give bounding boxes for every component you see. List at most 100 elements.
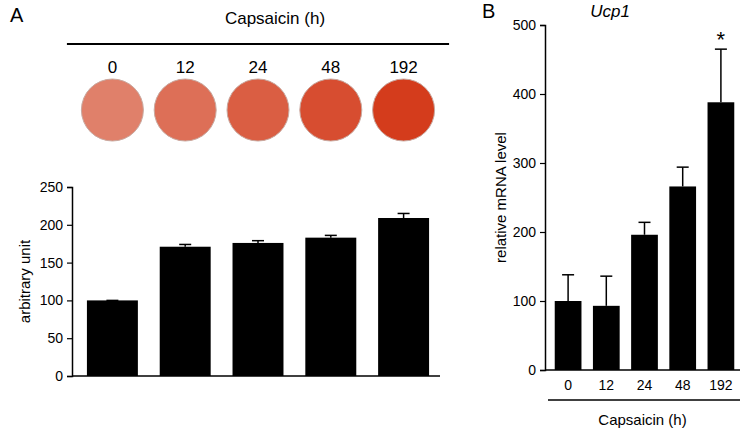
error-bar-cap [325,235,337,237]
x-axis-line [545,369,740,371]
x-tick-label: 192 [709,377,733,393]
y-axis: 0 100 200 300 400 500 [513,17,546,378]
category-label: 192 [389,58,417,77]
y-tick-label: 100 [513,293,537,309]
error-bar-stem [567,275,569,301]
y-tick-mark [67,225,72,226]
y-tick: 0 [528,362,545,378]
y-tick-mark [67,338,72,339]
x-axis-title: Capsaicin (h) [598,411,686,428]
y-tick: 100 [513,293,545,309]
y-tick-label: 0 [55,368,63,384]
y-axis: 0 50 100 150 200 250 [40,179,73,384]
y-tick-mark [67,187,72,188]
y-tick-label: 200 [513,224,537,240]
x-tick-label: 0 [564,377,572,393]
stained-well-image [81,79,143,141]
x-tick-label: 24 [637,377,653,393]
x-label-rule [548,399,740,401]
bar [669,186,696,370]
figure: 0 50 100 150 200 250 A Capsaicin (h) arbitrary u… [0,0,750,438]
x-tick-label: 12 [599,377,615,393]
error-bar-cap [600,275,612,277]
error-bar-cap [677,166,689,168]
y-tick-label: 300 [513,155,537,171]
stained-well-image [373,79,435,141]
stained-well-image [300,79,362,141]
error-bar-cap [252,240,264,242]
y-tick-mark [67,376,72,377]
stained-well-image [154,79,216,141]
error-bar [639,222,651,234]
error-bar [715,49,727,102]
y-tick-label: 200 [40,217,64,233]
bar [555,301,582,370]
y-tick-mark [540,163,545,164]
y-axis-line [67,188,73,377]
y-tick-mark [540,94,545,95]
y-tick: 500 [513,17,545,33]
x-tick: 48 [675,377,691,393]
error-bar [106,300,118,301]
bar [708,102,735,370]
y-tick: 200 [40,217,72,233]
y-tick: 200 [513,224,545,240]
error-bar-stem [644,222,646,234]
annotation: * [717,27,726,52]
panel-label: A [10,4,24,26]
category-label: 0 [108,58,117,77]
error-bar [398,213,410,218]
y-tick-label: 150 [40,255,64,271]
y-tick: 250 [40,179,72,195]
panel-1: 0 100 200 300 400 500 0 12 24 48 192 B Ucp1 relative … [482,0,740,428]
panel-0: 0 50 100 150 200 250 A Capsaicin (h) arbitrary u… [10,4,449,384]
x-tick: 192 [709,377,733,393]
title-rule [67,43,449,45]
error-bar-cap [562,274,574,276]
error-bar [325,235,337,237]
panel-label: B [482,0,495,22]
y-axis-title: arbitrary unit [16,239,33,323]
x-tick: 24 [637,377,653,393]
title: Ucp1 [590,2,630,21]
error-bar-stem [720,49,722,102]
y-tick-label: 50 [47,330,63,346]
y-tick-label: 250 [40,179,64,195]
title: Capsaicin (h) [225,9,325,28]
x-tick-label: 48 [675,377,691,393]
error-bar [562,275,574,301]
y-tick-mark [540,301,545,302]
y-tick-mark [540,25,545,26]
y-tick: 100 [40,292,72,308]
y-tick-label: 500 [513,17,537,33]
error-bar-cap [398,213,410,215]
y-axis-title: relative mRNA level [492,132,509,263]
y-tick-mark [540,370,545,371]
error-bar-cap [179,244,191,246]
bar [160,247,211,376]
x-axis-line [72,375,440,377]
error-bar [677,167,689,186]
category-label: 24 [249,58,268,77]
y-tick: 50 [47,330,72,346]
y-tick-label: 400 [513,86,537,102]
bar [233,243,284,376]
error-bar [179,244,191,246]
error-bar [252,241,264,243]
y-tick: 300 [513,155,545,171]
y-tick-mark [540,232,545,233]
error-bar-stem [682,167,684,186]
y-axis-line [540,26,546,371]
bar [378,218,429,376]
error-bar-cap [639,222,651,224]
error-bar-stem [606,276,608,306]
category-label: 12 [176,58,195,77]
x-axis: 0 12 24 48 192 [545,370,740,393]
stained-well-image [227,79,289,141]
bar [305,238,356,376]
y-tick: 150 [40,255,72,271]
y-tick-mark [67,300,72,301]
category-label: 48 [321,58,340,77]
y-tick: 0 [55,368,72,384]
bar [87,300,138,376]
